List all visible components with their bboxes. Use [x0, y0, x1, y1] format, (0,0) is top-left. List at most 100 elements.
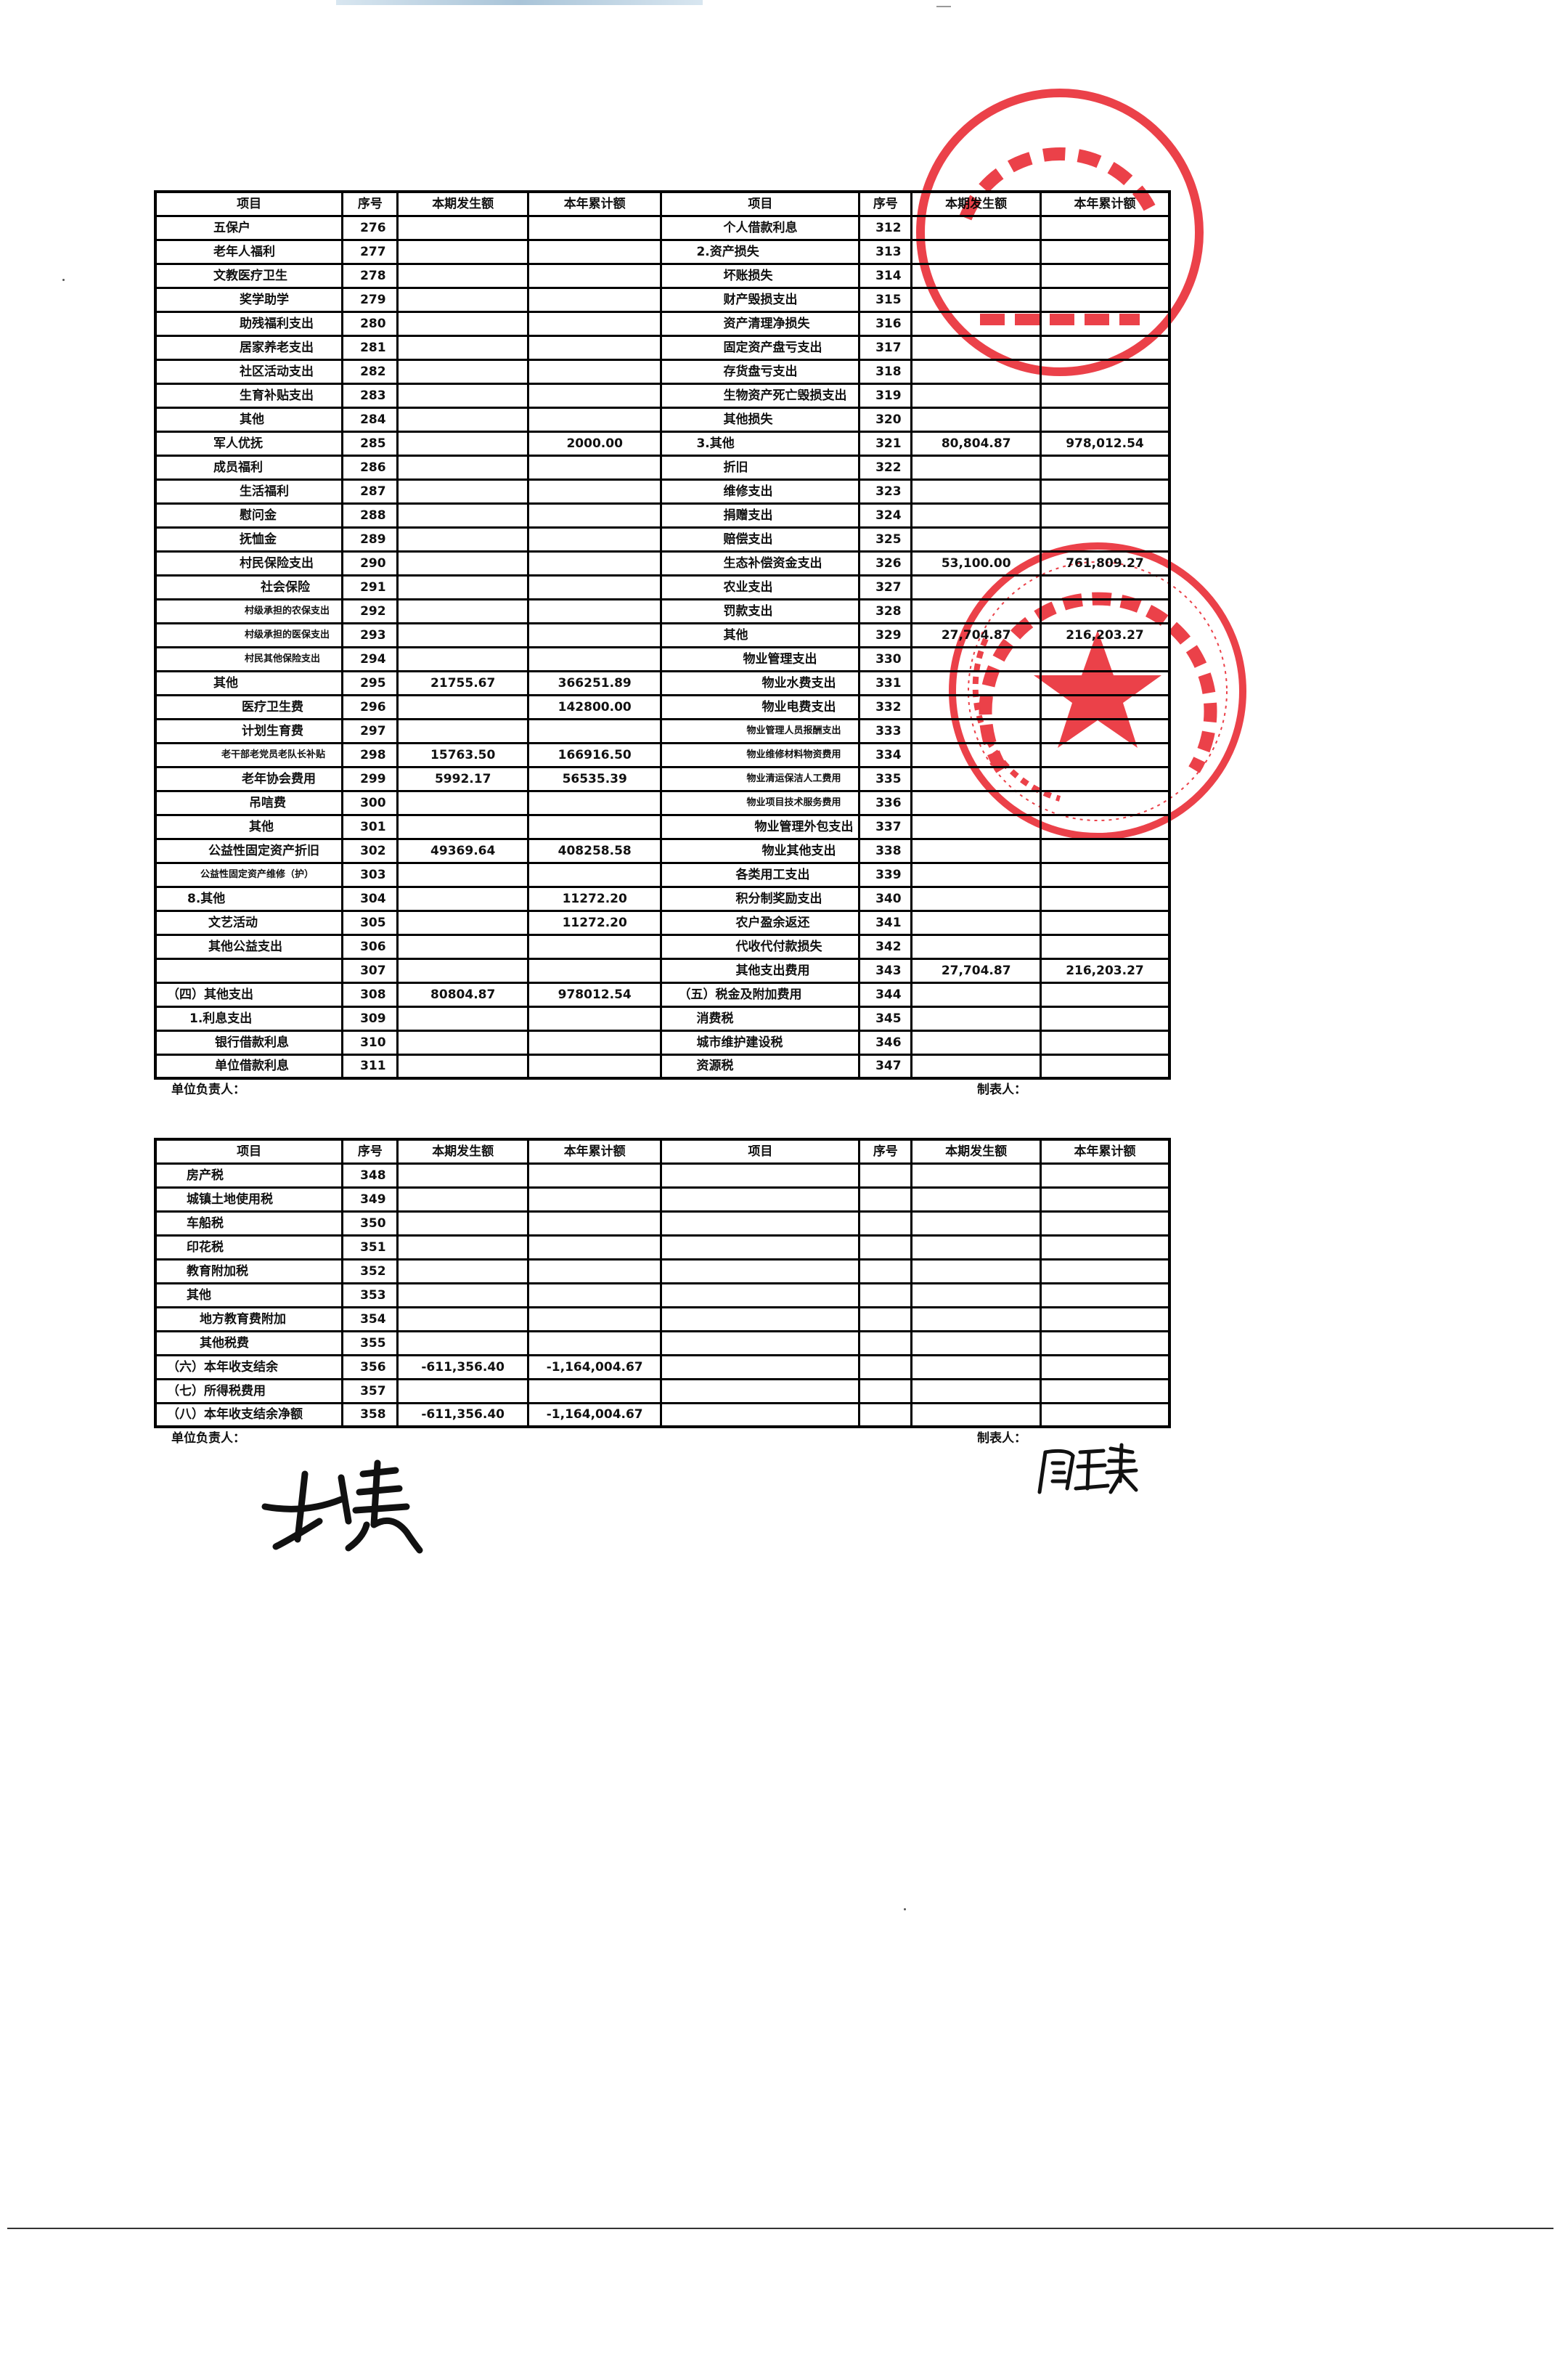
- item-cell: 存货盘亏支出: [660, 358, 861, 385]
- period-amount-cell: [396, 526, 529, 553]
- period-amount-cell: [396, 1186, 529, 1213]
- item-cell: （四）其他支出: [154, 981, 344, 1008]
- ytd-amount-cell: [526, 1258, 663, 1284]
- table-row: 吊唁费 300 物业项目技术服务费用 336: [154, 789, 1171, 816]
- seq-cell: 307: [341, 957, 399, 984]
- table-row: 车船税 350: [154, 1210, 1171, 1237]
- empty-cell: [660, 1282, 861, 1308]
- ytd-amount-cell: -1,164,004.67: [526, 1353, 663, 1380]
- item-cell: 居家养老支出: [154, 334, 344, 361]
- period-amount-cell: [396, 885, 529, 912]
- empty-cell: [910, 1353, 1042, 1380]
- item-cell: 其他: [660, 622, 861, 648]
- seq-cell: 289: [341, 526, 399, 553]
- period-amount-cell: [396, 717, 529, 744]
- ytd-amount-cell: 408258.58: [526, 837, 663, 864]
- header-ytd: 本年累计额: [1039, 1138, 1171, 1165]
- ytd-amount-cell: [526, 957, 663, 984]
- period-amount-cell: 27,704.87: [910, 957, 1042, 984]
- period-amount-cell: [910, 358, 1042, 385]
- period-amount-cell: -611,356.40: [396, 1401, 529, 1428]
- period-amount-cell: [396, 1029, 529, 1056]
- seq-cell: 352: [341, 1258, 399, 1284]
- period-amount-cell: [396, 406, 529, 433]
- item-cell: 文艺活动: [154, 909, 344, 936]
- period-amount-cell: [396, 693, 529, 720]
- table-row: 抚恤金 289 赔偿支出 325: [154, 526, 1171, 553]
- empty-cell: [1039, 1210, 1171, 1237]
- period-amount-cell: -611,356.40: [396, 1353, 529, 1380]
- seq-cell: 314: [858, 262, 913, 289]
- ytd-amount-cell: [526, 861, 663, 888]
- item-cell: 个人借款利息: [660, 214, 861, 241]
- ytd-amount-cell: 366251.89: [526, 669, 663, 696]
- scan-bottom-edge: [7, 2228, 1553, 2229]
- ytd-amount-cell: [526, 646, 663, 672]
- table-row: 生活福利 287 维修支出 323: [154, 478, 1171, 505]
- ytd-amount-cell: [526, 598, 663, 624]
- item-cell: 印花税: [154, 1234, 344, 1261]
- ytd-amount-cell: [526, 1210, 663, 1237]
- ytd-amount-cell: [526, 717, 663, 744]
- empty-cell: [1039, 1282, 1171, 1308]
- table-row: 其他 295 21755.67 366251.89 物业水费支出 331: [154, 669, 1171, 696]
- period-amount-cell: 5992.17: [396, 765, 529, 792]
- empty-cell: [1039, 1377, 1171, 1404]
- period-amount-cell: [396, 813, 529, 840]
- period-amount-cell: [396, 622, 529, 648]
- table-row: 老干部老党员老队长补贴 298 15763.50 166916.50 物业维修材料物资费…: [154, 741, 1171, 768]
- item-cell: [154, 957, 344, 984]
- seq-cell: 344: [858, 981, 913, 1008]
- item-cell: 其他公益支出: [154, 933, 344, 960]
- period-amount-cell: [396, 1258, 529, 1284]
- seq-cell: 296: [341, 693, 399, 720]
- seq-cell: 345: [858, 1005, 913, 1032]
- table-row: 其他 353: [154, 1282, 1171, 1308]
- item-cell: 物业管理人员报酬支出: [660, 717, 861, 744]
- header-period: 本期发生额: [910, 1138, 1042, 1165]
- item-cell: 农业支出: [660, 574, 861, 600]
- period-amount-cell: [910, 526, 1042, 553]
- ytd-amount-cell: [1039, 1053, 1171, 1080]
- seq-cell: 292: [341, 598, 399, 624]
- seq-cell: 328: [858, 598, 913, 624]
- period-amount-cell: [396, 574, 529, 600]
- seq-cell: 347: [858, 1053, 913, 1080]
- seq-cell: 331: [858, 669, 913, 696]
- period-amount-cell: [910, 334, 1042, 361]
- expense-table-2: 项目 序号 本期发生额 本年累计额 项目 序号 本期发生额 本年累计额 房产税 348 城镇土地使用…: [154, 1138, 1171, 1428]
- ytd-amount-cell: [526, 238, 663, 265]
- item-cell: 坏账损失: [660, 262, 861, 289]
- period-amount-cell: [910, 502, 1042, 529]
- empty-cell: [1039, 1162, 1171, 1189]
- ytd-amount-cell: [526, 1029, 663, 1056]
- seq-cell: 304: [341, 885, 399, 912]
- seq-cell: 311: [341, 1053, 399, 1080]
- table-row: 其他税费 355: [154, 1329, 1171, 1356]
- ytd-amount-cell: [1039, 502, 1171, 529]
- seq-cell: 357: [341, 1377, 399, 1404]
- seq-cell: 342: [858, 933, 913, 960]
- period-amount-cell: 27,704.87: [910, 622, 1042, 648]
- period-amount-cell: [396, 430, 529, 457]
- item-cell: 维修支出: [660, 478, 861, 505]
- item-cell: 抚恤金: [154, 526, 344, 553]
- period-amount-cell: [396, 1162, 529, 1189]
- item-cell: 城市维护建设税: [660, 1029, 861, 1056]
- seq-cell: 309: [341, 1005, 399, 1032]
- table-row: 公益性固定资产折旧 302 49369.64 408258.58 物业其他支出 338: [154, 837, 1171, 864]
- item-cell: （六）本年收支结余: [154, 1353, 344, 1380]
- ytd-amount-cell: 978,012.54: [1039, 430, 1171, 457]
- ytd-amount-cell: 761,809.27: [1039, 550, 1171, 577]
- period-amount-cell: [910, 813, 1042, 840]
- table-row: 医疗卫生费 296 142800.00 物业电费支出 332: [154, 693, 1171, 720]
- empty-cell: [910, 1401, 1042, 1428]
- period-amount-cell: [910, 669, 1042, 696]
- ytd-amount-cell: [526, 382, 663, 409]
- item-cell: 村民其他保险支出: [154, 646, 344, 672]
- table-row: 印花税 351: [154, 1234, 1171, 1261]
- item-cell: 物业其他支出: [660, 837, 861, 864]
- seq-cell: 288: [341, 502, 399, 529]
- seq-cell: 313: [858, 238, 913, 265]
- ytd-amount-cell: [1039, 861, 1171, 888]
